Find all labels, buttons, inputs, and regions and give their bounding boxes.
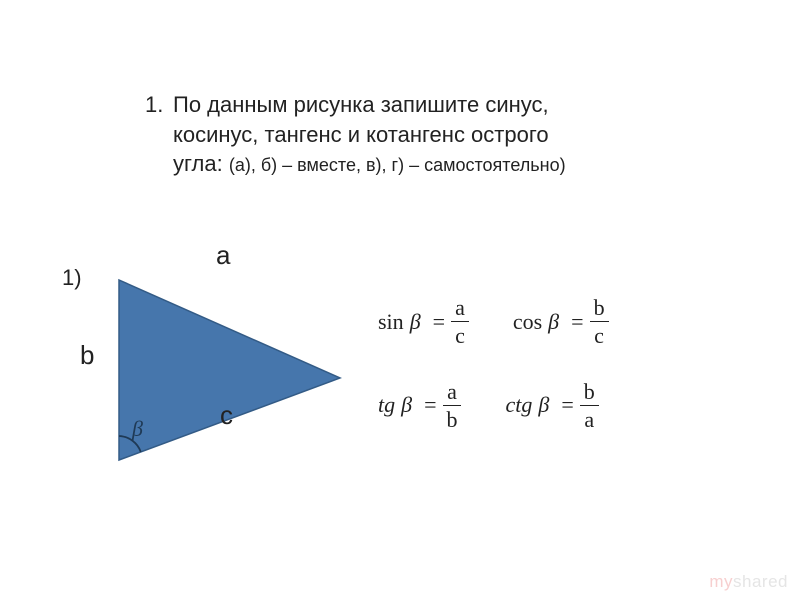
fn-tg: tg: [378, 392, 395, 418]
task-line3b: (а), б) – вместе, в), г) – самостоятельн…: [229, 155, 566, 175]
frac-ctg: b a: [580, 379, 599, 433]
var-sin: β: [410, 309, 421, 335]
num-tg: a: [443, 379, 461, 406]
triangle-svg: β: [80, 240, 360, 480]
formula-ctg: ctg β = b a: [506, 379, 599, 433]
task-line1: По данным рисунка запишите синус,: [173, 92, 549, 117]
formula-tg: tg β = a b: [378, 379, 462, 433]
fn-ctg: ctg: [506, 392, 533, 418]
side-label-b: b: [80, 340, 94, 371]
watermark-shared: shared: [733, 572, 788, 591]
eq-sin: =: [433, 309, 445, 335]
formula-row-1: sin β = a c cos β = b c: [378, 295, 758, 349]
task-text: 1.По данным рисунка запишите синус, коси…: [145, 90, 740, 179]
den-ctg: a: [580, 406, 598, 432]
num-cos: b: [590, 295, 609, 322]
formula-row-2: tg β = a b ctg β = b a: [378, 379, 758, 433]
triangle-diagram: β а b с: [80, 240, 360, 480]
den-cos: c: [590, 322, 608, 348]
list-number: 1): [62, 265, 82, 291]
side-label-c: с: [220, 400, 233, 431]
fn-cos: cos: [513, 309, 542, 335]
frac-cos: b c: [590, 295, 609, 349]
var-tg: β: [401, 392, 412, 418]
formula-sin: sin β = a c: [378, 295, 469, 349]
frac-tg: a b: [443, 379, 462, 433]
num-sin: a: [451, 295, 469, 322]
num-ctg: b: [580, 379, 599, 406]
formula-cos: cos β = b c: [513, 295, 609, 349]
fn-sin: sin: [378, 309, 404, 335]
den-tg: b: [443, 406, 462, 432]
formulas-block: sin β = a c cos β = b c tg β = a b: [378, 295, 758, 462]
eq-cos: =: [571, 309, 583, 335]
den-sin: c: [451, 322, 469, 348]
watermark: myshared: [709, 572, 788, 592]
task-line3a: угла:: [173, 151, 229, 176]
eq-ctg: =: [561, 392, 573, 418]
triangle-shape: [119, 280, 340, 460]
frac-sin: a c: [451, 295, 469, 349]
watermark-my: my: [709, 572, 733, 591]
task-line2: косинус, тангенс и котангенс острого: [173, 122, 549, 147]
task-number: 1.: [145, 90, 173, 120]
var-ctg: β: [538, 392, 549, 418]
var-cos: β: [548, 309, 559, 335]
eq-tg: =: [424, 392, 436, 418]
beta-label: β: [131, 416, 143, 441]
side-label-a: а: [216, 240, 230, 271]
